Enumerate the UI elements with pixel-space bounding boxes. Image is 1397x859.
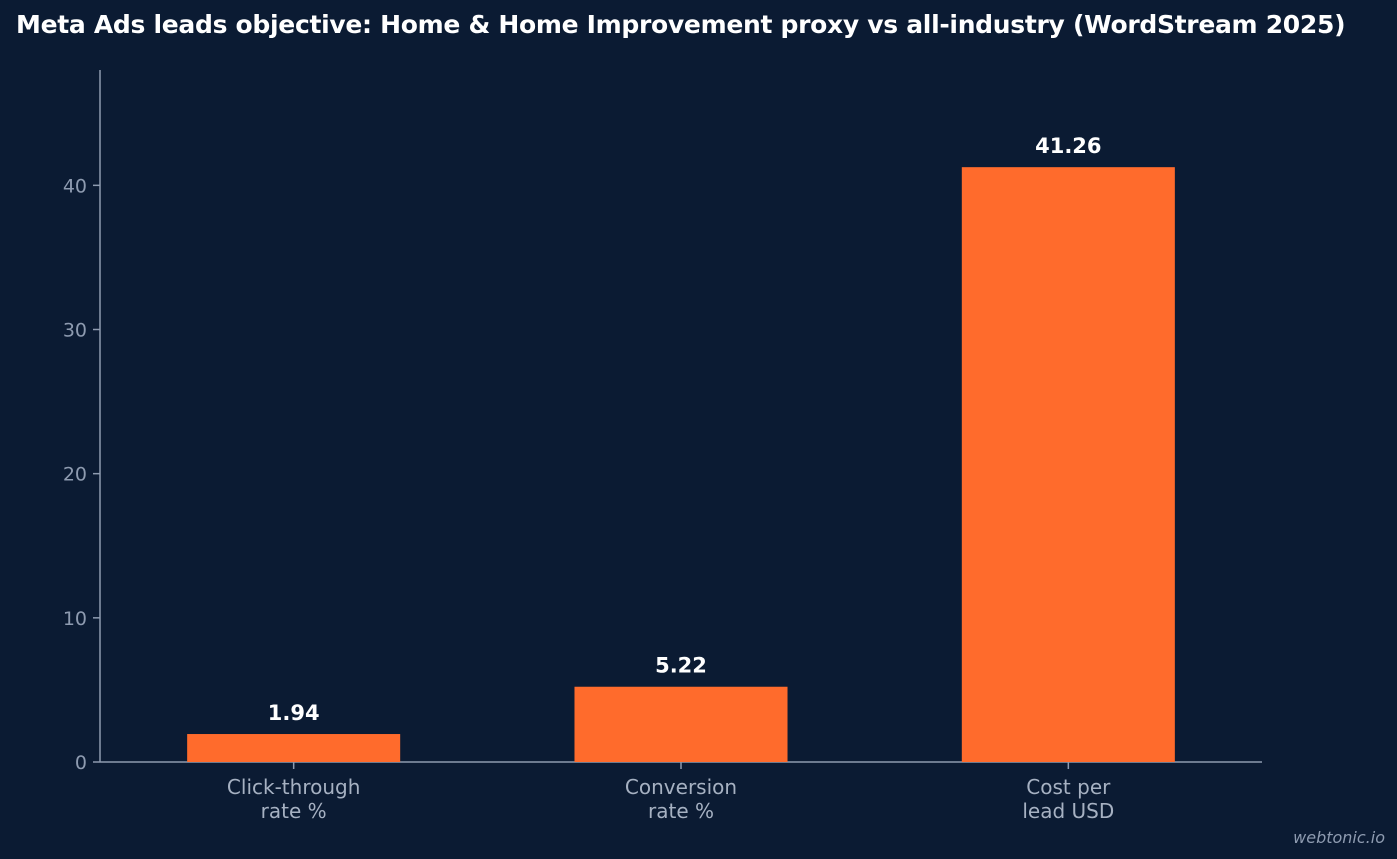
y-tick-label: 10 [63, 608, 87, 630]
x-tick-label: Conversion rate % [625, 775, 737, 823]
x-tick-label: Cost per lead USD [1022, 775, 1114, 823]
bars: 1.94 5.22 41.26 [187, 134, 1175, 762]
x-tick-label-line: Conversion [625, 775, 737, 799]
x-tick-label-line: lead USD [1022, 799, 1114, 823]
x-tick-label-line: Cost per [1026, 775, 1111, 799]
x-axis-ticks: Click-through rate %Conversion rate %Cost … [227, 762, 1114, 823]
y-tick-label: 40 [63, 175, 87, 197]
bar [574, 686, 788, 762]
bar-value-label: 5.22 [655, 654, 707, 678]
y-tick-label: 30 [63, 320, 87, 342]
bar-value-label: 1.94 [268, 701, 320, 725]
bar-value-label: 41.26 [1035, 134, 1101, 158]
watermark: webtonic.io [1293, 828, 1385, 847]
y-axis-ticks: 0 10 20 30 40 [63, 175, 100, 774]
chart-title: Meta Ads leads objective: Home & Home Im… [16, 10, 1346, 39]
bar [961, 167, 1175, 762]
x-tick-label-line: rate % [648, 799, 714, 823]
x-tick-label-line: rate % [261, 799, 327, 823]
y-tick-label: 20 [63, 464, 87, 486]
bar [187, 734, 401, 762]
x-tick-label: Click-through rate % [227, 775, 360, 823]
x-tick-label-line: Click-through [227, 775, 360, 799]
y-tick-label: 0 [75, 752, 87, 774]
